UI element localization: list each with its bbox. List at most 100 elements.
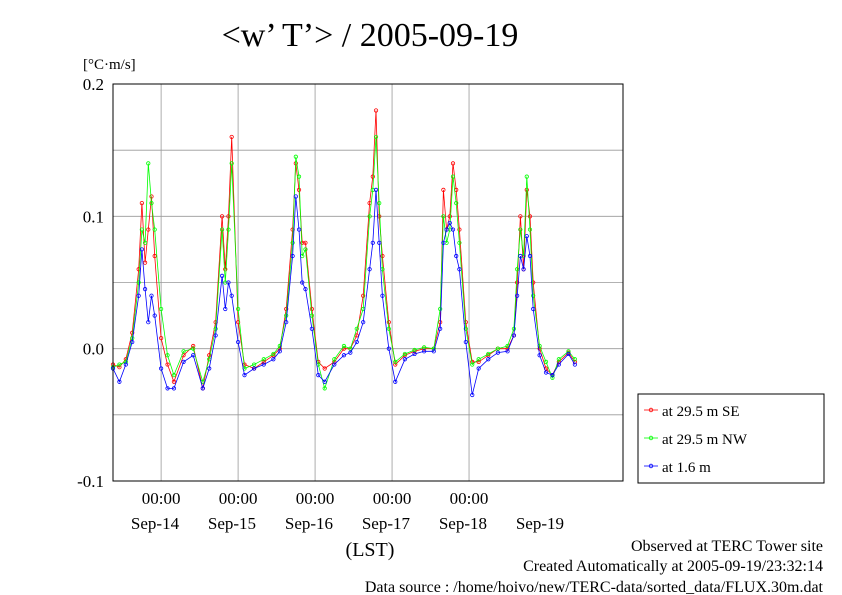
data-point (235, 306, 241, 312)
data-point (303, 240, 308, 245)
data-point (142, 240, 148, 245)
data-point (146, 161, 151, 166)
data-point (556, 357, 561, 362)
data-point (300, 280, 305, 285)
data-point (447, 220, 452, 226)
data-point (271, 357, 276, 362)
x-tick-time: 00:00 (450, 489, 489, 508)
data-point (149, 293, 154, 298)
x-tick-date: Sep-19 (516, 514, 564, 533)
data-point (543, 370, 549, 375)
data-point (293, 154, 298, 159)
series-line (112, 136, 576, 390)
legend-entry: at 1.6 m (644, 460, 711, 476)
data-point (402, 351, 407, 357)
data-point (226, 214, 231, 219)
data-point (149, 201, 154, 206)
x-axis-ticks: 00:00 00:00 00:00 00:00 00:00 Sep-14 Sep-15 Sep… (131, 489, 564, 533)
data-point (159, 335, 164, 341)
data-point (316, 373, 321, 378)
data-point (393, 362, 398, 367)
data-point (367, 267, 372, 272)
legend-box (637, 393, 825, 484)
data-point (117, 365, 122, 370)
data-point (393, 379, 398, 384)
data-point (284, 313, 289, 318)
data-point (476, 359, 481, 364)
data-point (380, 253, 385, 259)
y-axis-unit: [°C·m/s] (83, 57, 136, 73)
data-point (527, 253, 533, 259)
data-point (223, 306, 228, 312)
y-tick-label: 0.0 (83, 340, 104, 359)
data-point (476, 366, 481, 371)
data-point (457, 240, 462, 245)
data-point (123, 362, 128, 367)
data-point (130, 339, 135, 345)
data-point (322, 366, 327, 371)
data-point (450, 161, 456, 166)
data-point (370, 174, 375, 179)
x-axis-label: (LST) (346, 539, 395, 561)
data-point (531, 306, 536, 312)
x-tick-time: 00:00 (142, 489, 181, 508)
y-tick-label: 0.1 (83, 207, 104, 226)
data-source-note: Data source : /home/hoivo/new/TERC-data/… (365, 579, 824, 595)
data-point (296, 227, 302, 232)
data-point (524, 187, 529, 192)
y-axis-ticks: -0.1 0.0 0.1 0.2 (77, 75, 104, 491)
data-point (486, 351, 491, 357)
data-point (341, 353, 347, 358)
x-tick-time: 00:00 (373, 489, 412, 508)
data-point (444, 227, 449, 232)
data-point (361, 293, 366, 298)
legend-swatch-marker (648, 435, 654, 441)
data-point (242, 366, 247, 371)
data-point (117, 362, 122, 367)
data-point (219, 227, 225, 232)
data-point (152, 227, 157, 232)
data-point (527, 227, 533, 232)
data-point (290, 253, 295, 259)
data-point (470, 392, 475, 398)
data-point (284, 306, 289, 312)
data-point (191, 343, 196, 349)
data-point (223, 267, 228, 272)
x-tick-time: 00:00 (219, 489, 258, 508)
data-point (524, 174, 529, 179)
data-point (422, 349, 427, 354)
observed-note: Observed at TERC Tower site (631, 538, 823, 555)
data-point (309, 306, 314, 312)
data-point (457, 267, 462, 272)
data-point (354, 326, 359, 331)
data-point (332, 357, 337, 362)
data-point (537, 353, 542, 358)
data-point (572, 357, 577, 362)
data-point (219, 273, 225, 278)
data-point (438, 326, 443, 331)
data-point (309, 326, 314, 331)
data-point (181, 359, 186, 364)
data-point (550, 375, 555, 380)
data-point (572, 362, 577, 367)
data-point (171, 386, 177, 391)
data-point (261, 362, 266, 367)
data-point (136, 280, 141, 285)
data-point (412, 351, 417, 357)
legend-swatch-marker (648, 463, 654, 469)
data-point (527, 214, 533, 219)
data-point (438, 306, 443, 312)
data-point (159, 306, 164, 312)
data-point (332, 362, 337, 367)
legend: at 29.5 m SE at 29.5 m NW at 1.6 m (644, 404, 748, 476)
data-point (146, 227, 151, 232)
data-point (386, 320, 391, 325)
data-point (354, 339, 359, 345)
data-point (386, 346, 391, 351)
legend-label: at 29.5 m NW (662, 432, 748, 448)
data-point (556, 362, 561, 367)
data-point (139, 227, 144, 232)
data-point (277, 343, 282, 349)
data-point (531, 293, 536, 298)
data-point (505, 349, 510, 354)
